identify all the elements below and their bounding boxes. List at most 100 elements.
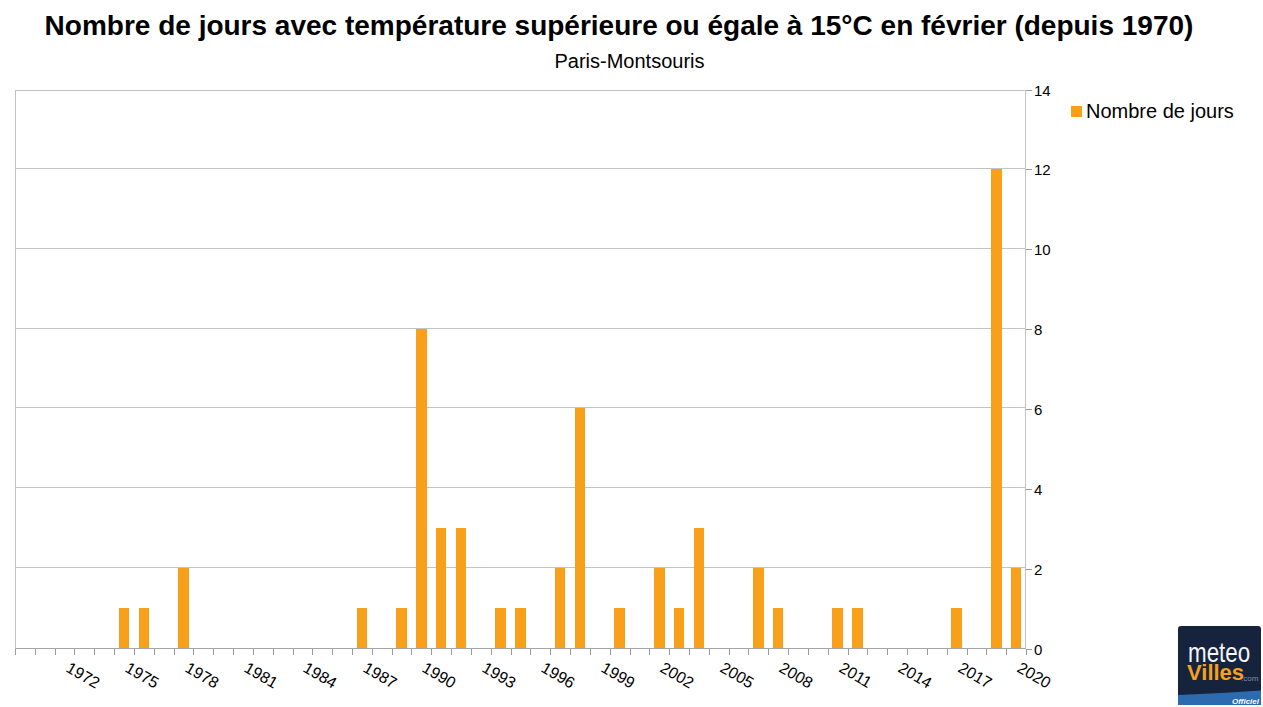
chart-title: Nombre de jours avec température supérie…	[0, 10, 1238, 42]
bar-1990	[416, 329, 427, 648]
x-axis-tick	[649, 649, 650, 655]
x-axis-label: 2002	[657, 659, 697, 692]
x-axis-tick	[1006, 649, 1007, 655]
bar-2011	[832, 608, 843, 648]
gridline-y4	[16, 487, 1025, 488]
y-axis-tick	[1026, 569, 1032, 570]
x-axis-label: 1981	[241, 659, 281, 692]
x-axis-tick	[907, 649, 908, 655]
bar-2003	[674, 608, 685, 648]
x-axis-tick	[689, 649, 690, 655]
x-axis-tick	[312, 649, 313, 655]
x-axis-tick	[570, 649, 571, 655]
y-axis-label: 12	[1034, 162, 1051, 177]
y-axis-label: 14	[1034, 83, 1051, 98]
x-axis-tick	[748, 649, 749, 655]
gridline-y12	[16, 168, 1025, 169]
x-axis-tick	[550, 649, 551, 655]
x-axis-tick	[372, 649, 373, 655]
x-axis-tick	[193, 649, 194, 655]
x-axis-tick	[154, 649, 155, 655]
bar-1994	[495, 608, 506, 648]
gridline-y6	[16, 407, 1025, 408]
bar-2004	[694, 528, 705, 648]
y-axis-label: 8	[1034, 322, 1042, 337]
bar-1995	[515, 608, 526, 648]
gridline-y2	[16, 567, 1025, 568]
x-axis-tick	[947, 649, 948, 655]
x-axis-tick	[768, 649, 769, 655]
x-axis-tick	[332, 649, 333, 655]
x-axis-tick	[431, 649, 432, 655]
x-axis-tick	[808, 649, 809, 655]
bar-2008	[773, 608, 784, 648]
x-axis-tick	[491, 649, 492, 655]
x-axis-tick	[273, 649, 274, 655]
y-axis-tick	[1026, 409, 1032, 410]
x-axis-label: 1978	[182, 659, 222, 692]
x-axis-tick	[213, 649, 214, 655]
legend-swatch	[1071, 106, 1082, 117]
plot-area	[15, 90, 1026, 649]
chart-subtitle: Paris-Montsouris	[0, 50, 1259, 73]
x-axis-tick	[35, 649, 36, 655]
x-axis-tick	[174, 649, 175, 655]
bar-1992	[456, 528, 467, 648]
x-axis-tick	[233, 649, 234, 655]
x-axis-label: 1987	[360, 659, 400, 692]
x-axis-label: 1990	[419, 659, 459, 692]
bar-2020	[1011, 568, 1022, 648]
x-axis-tick	[134, 649, 135, 655]
bar-2007	[753, 568, 764, 648]
y-axis-tick	[1026, 649, 1032, 650]
x-axis-tick	[530, 649, 531, 655]
bar-1997	[555, 568, 566, 648]
x-axis-tick	[114, 649, 115, 655]
bar-2012	[852, 608, 863, 648]
x-axis-tick	[729, 649, 730, 655]
x-axis-tick	[511, 649, 512, 655]
x-axis-label: 1996	[538, 659, 578, 692]
bar-2019	[991, 169, 1002, 648]
bar-2002	[654, 568, 665, 648]
logo-band	[1178, 626, 1261, 705]
x-axis-tick	[927, 649, 928, 655]
x-axis-label: 2020	[1014, 659, 1054, 692]
x-axis-tick	[471, 649, 472, 655]
y-axis-label: 10	[1034, 242, 1051, 257]
x-axis-tick	[15, 649, 16, 655]
y-axis-label: 4	[1034, 482, 1042, 497]
x-axis-tick	[788, 649, 789, 655]
x-axis-label: 2014	[895, 659, 935, 692]
x-axis-label: 1993	[479, 659, 519, 692]
x-axis-tick	[1026, 649, 1027, 655]
x-axis-tick	[590, 649, 591, 655]
x-axis-label: 2008	[776, 659, 816, 692]
x-axis-tick	[986, 649, 987, 655]
x-axis-label: 1999	[598, 659, 638, 692]
x-axis-tick	[967, 649, 968, 655]
gridline-y8	[16, 328, 1025, 329]
x-axis-tick	[709, 649, 710, 655]
x-axis-tick	[867, 649, 868, 655]
x-axis-label: 2017	[955, 659, 995, 692]
legend: Nombre de jours	[1071, 100, 1234, 123]
x-axis-tick	[848, 649, 849, 655]
bar-1991	[436, 528, 447, 648]
bar-1978	[178, 568, 189, 648]
x-axis-label: 2005	[717, 659, 757, 692]
y-axis-tick	[1026, 329, 1032, 330]
x-axis-tick	[630, 649, 631, 655]
x-axis-tick	[55, 649, 56, 655]
x-axis-tick	[887, 649, 888, 655]
x-axis-tick	[94, 649, 95, 655]
x-axis-tick	[392, 649, 393, 655]
legend-label: Nombre de jours	[1086, 100, 1234, 123]
x-axis-tick	[253, 649, 254, 655]
x-axis-tick	[828, 649, 829, 655]
y-axis-tick	[1026, 90, 1032, 91]
y-axis-tick	[1026, 249, 1032, 250]
y-axis-tick	[1026, 169, 1032, 170]
y-axis-label: 0	[1034, 642, 1042, 657]
x-axis-tick	[352, 649, 353, 655]
